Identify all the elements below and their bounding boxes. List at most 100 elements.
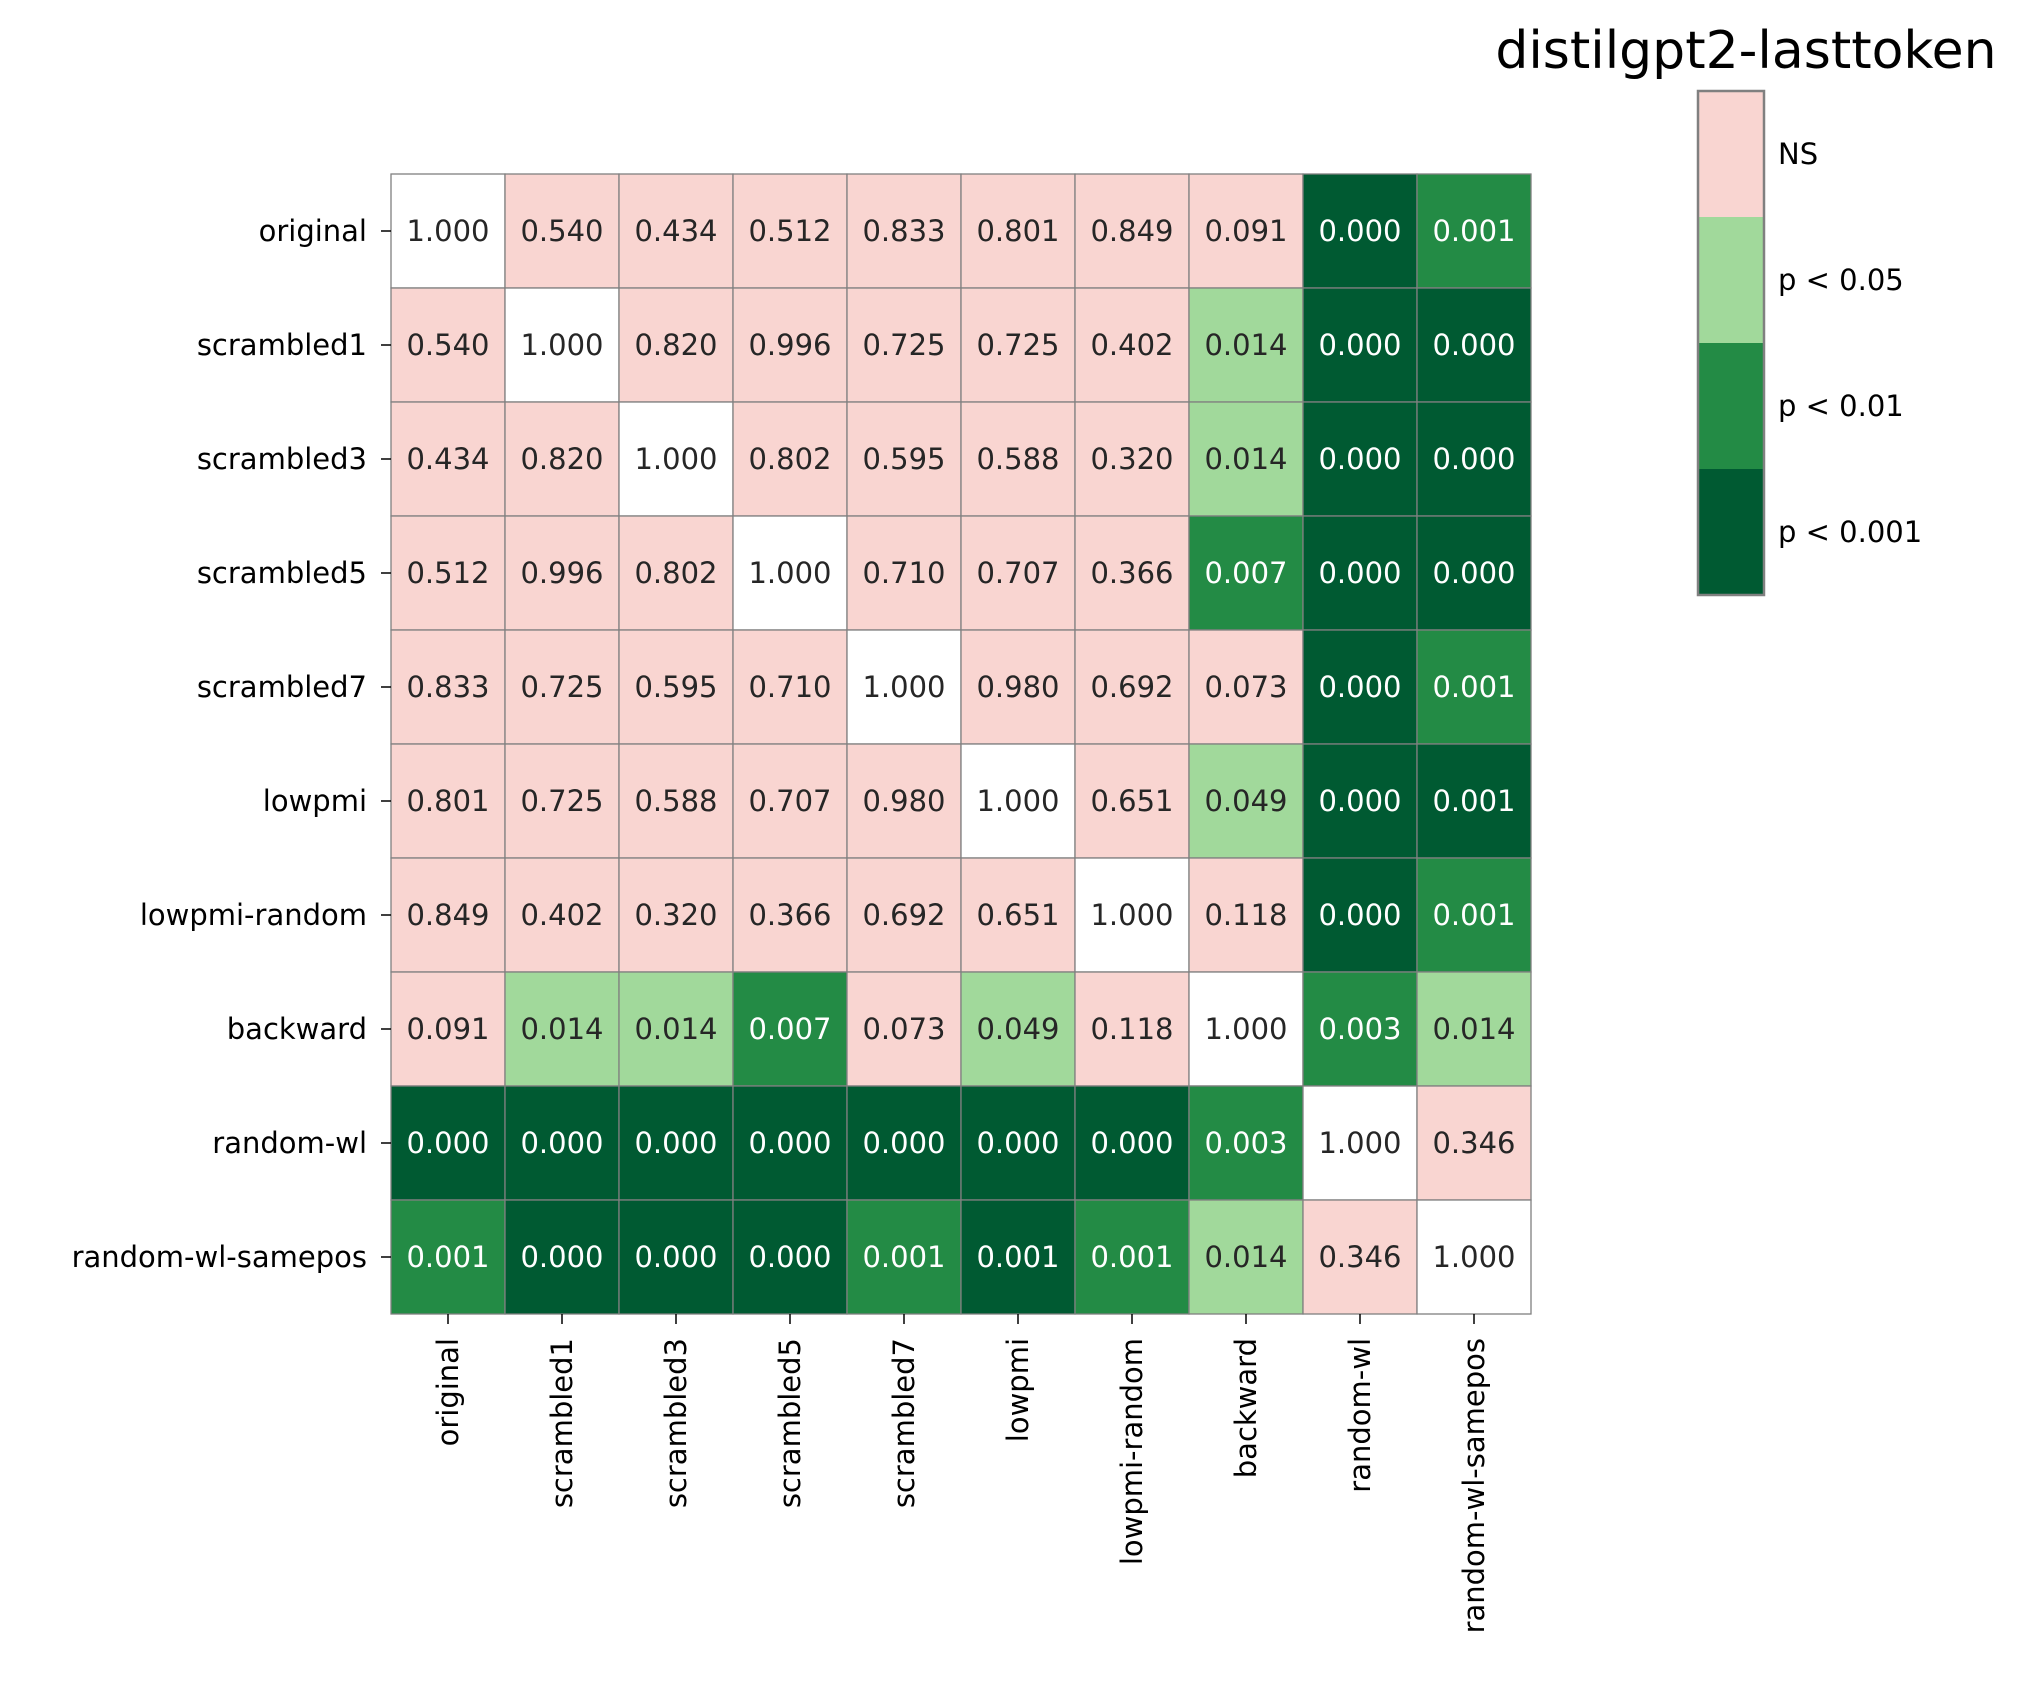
cell-value-label: 0.320 (1090, 442, 1173, 476)
legend-label: p < 0.05 (1778, 263, 1904, 297)
cell-value-label: 0.707 (976, 556, 1059, 590)
heatmap-cell (1416, 515, 1532, 631)
cell-value-label: 0.710 (748, 670, 831, 704)
heatmap-cell (1302, 287, 1418, 403)
cell-value-label: 0.014 (1204, 442, 1287, 476)
cell-value-label: 0.725 (520, 670, 603, 704)
cell-value-label: 0.007 (748, 1012, 831, 1046)
cell-value-label: 0.049 (976, 1012, 1059, 1046)
heatmap-cell (960, 743, 1076, 859)
column-label: backward (1229, 1338, 1263, 1478)
heatmap-cell (960, 515, 1076, 631)
heatmap-cell (390, 857, 506, 973)
row-labels: original scrambled1 scrambled3 scrambled5 sc… (72, 214, 391, 1274)
row-label: scrambled7 (197, 670, 367, 704)
cell-value-label: 0.000 (520, 1240, 603, 1274)
heatmap-cell (846, 515, 962, 631)
heatmap-cell (846, 743, 962, 859)
heatmap-cell (846, 287, 962, 403)
cell-value-label: 0.833 (406, 670, 489, 704)
cell-value-label: 0.710 (862, 556, 945, 590)
cell-value-label: 0.091 (1204, 214, 1287, 248)
heatmap-cell (618, 629, 734, 745)
cell-value-label: 0.118 (1090, 1012, 1173, 1046)
cell-value-label: 0.802 (634, 556, 717, 590)
heatmap-cell (846, 1085, 962, 1201)
cell-value-label: 0.980 (862, 784, 945, 818)
cell-value-label: 0.996 (748, 328, 831, 362)
heatmap-cell (1074, 1199, 1190, 1315)
cell-value-label: 0.003 (1318, 1012, 1401, 1046)
cell-value-label: 0.540 (406, 328, 489, 362)
heatmap-cell (618, 173, 734, 289)
cell-value-label: 1.000 (748, 556, 831, 590)
row-label: random-wl-samepos (72, 1240, 367, 1274)
heatmap-cell (1416, 1085, 1532, 1201)
heatmap-cell (1074, 515, 1190, 631)
cell-value-label: 0.540 (520, 214, 603, 248)
cell-value-label: 0.651 (1090, 784, 1173, 818)
heatmap-cell (504, 401, 620, 517)
cell-value-label: 0.014 (1204, 1240, 1287, 1274)
cell-value-label: 0.820 (634, 328, 717, 362)
column-label: original (431, 1338, 465, 1446)
cell-value-label: 0.346 (1318, 1240, 1401, 1274)
heatmap-cell (1416, 173, 1532, 289)
heatmap-cell (504, 287, 620, 403)
cell-value-label: 0.725 (862, 328, 945, 362)
cell-value-label: 0.820 (520, 442, 603, 476)
cell-value-label: 0.725 (520, 784, 603, 818)
cell-value-label: 1.000 (634, 442, 717, 476)
legend-frame (1696, 89, 1766, 597)
cell-value-label: 0.007 (1204, 556, 1287, 590)
cell-value-label: 0.849 (1090, 214, 1173, 248)
cell-value-label: 0.000 (1318, 442, 1401, 476)
heatmap-cell (1074, 743, 1190, 859)
cell-value-label: 0.049 (1204, 784, 1287, 818)
cell-value-label: 0.001 (1432, 784, 1515, 818)
legend-swatch (1698, 343, 1764, 469)
heatmap-cell (618, 401, 734, 517)
cell-value-label: 0.849 (406, 898, 489, 932)
heatmap-cell (1188, 971, 1304, 1087)
legend-label: p < 0.01 (1778, 389, 1904, 423)
cell-value-label: 0.000 (634, 1240, 717, 1274)
cell-value-label: 0.366 (748, 898, 831, 932)
heatmap-cell (504, 173, 620, 289)
heatmap-cell (732, 1199, 848, 1315)
row-label: scrambled1 (197, 328, 367, 362)
legend: NS p < 0.05 p < 0.01 p < 0.001 (1696, 89, 1922, 597)
cell-value-label: 0.001 (1432, 670, 1515, 704)
heatmap-cell (846, 1199, 962, 1315)
cell-value-label: 1.000 (1204, 1012, 1287, 1046)
cell-value-label: 0.651 (976, 898, 1059, 932)
row-label: scrambled3 (197, 442, 367, 476)
heatmap-cell (1302, 515, 1418, 631)
cell-value-label: 0.512 (748, 214, 831, 248)
heatmap-cell (1188, 173, 1304, 289)
heatmap-cell (732, 857, 848, 973)
row-label: lowpmi-random (140, 898, 367, 932)
cell-value-label: 0.000 (520, 1126, 603, 1160)
heatmap-cell (1302, 629, 1418, 745)
heatmap-cell (618, 287, 734, 403)
heatmap-cell (846, 401, 962, 517)
cell-value-label: 0.980 (976, 670, 1059, 704)
cell-value-label: 1.000 (976, 784, 1059, 818)
cell-value-label: 0.692 (1090, 670, 1173, 704)
heatmap-cell (390, 743, 506, 859)
cell-value-label: 0.001 (1432, 898, 1515, 932)
row-label: lowpmi (263, 784, 367, 818)
cell-value-label: 1.000 (1318, 1126, 1401, 1160)
heatmap-cell (846, 971, 962, 1087)
column-label: random-wl (1343, 1338, 1377, 1493)
column-label: scrambled7 (887, 1338, 921, 1508)
heatmap-cell (960, 629, 1076, 745)
cell-value-label: 0.000 (1318, 214, 1401, 248)
heatmap-cell (1074, 287, 1190, 403)
cell-value-label: 0.402 (1090, 328, 1173, 362)
legend-swatch (1698, 217, 1764, 343)
legend-swatch (1698, 469, 1764, 595)
cell-value-label: 0.091 (406, 1012, 489, 1046)
cell-value-label: 0.692 (862, 898, 945, 932)
